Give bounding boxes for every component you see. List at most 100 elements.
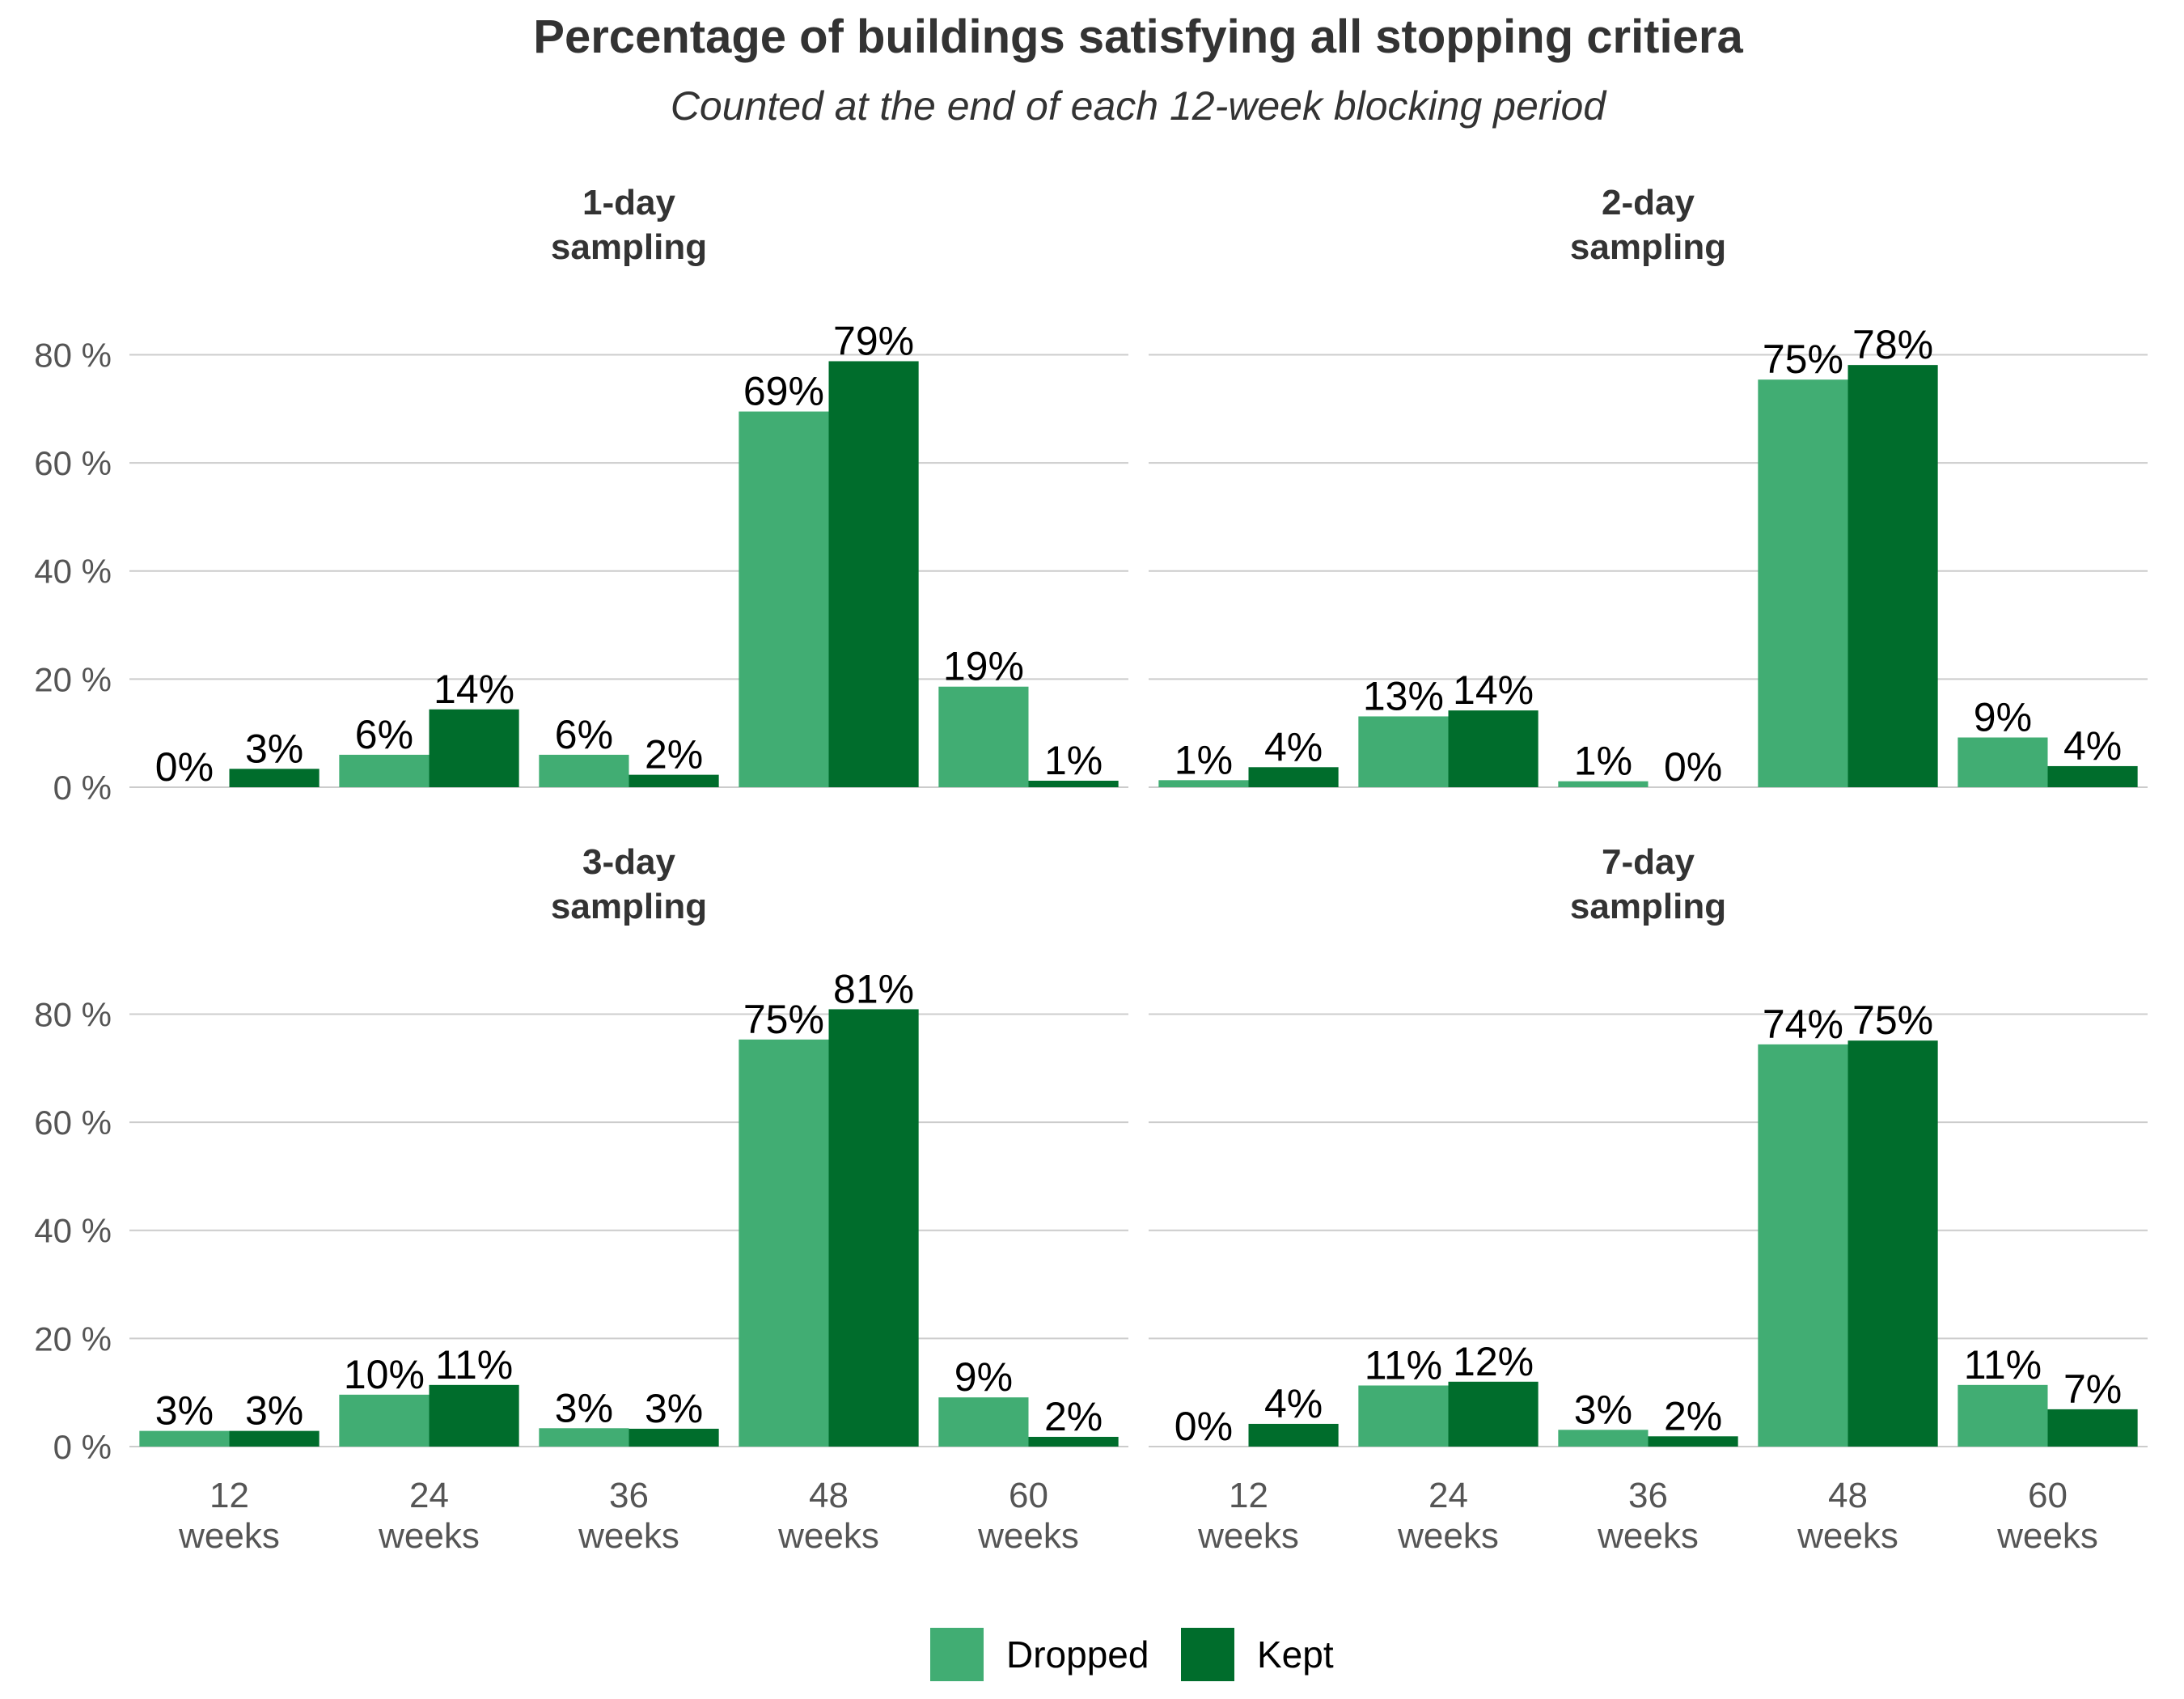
bar-kept — [2047, 765, 2138, 787]
data-label: 75% — [1763, 337, 1843, 382]
x-tick-label: weeks — [578, 1516, 679, 1556]
data-label: 69% — [743, 369, 824, 414]
bar-dropped — [1958, 737, 2048, 787]
strip-label: sampling — [1570, 227, 1726, 267]
y-tick-label: 80 % — [34, 995, 112, 1033]
strip-label: 1-day — [582, 183, 675, 222]
data-label: 3% — [245, 726, 303, 771]
strip-label: 7-day — [1602, 842, 1695, 882]
data-label: 11% — [1365, 1342, 1442, 1388]
bar-dropped — [1758, 1044, 1848, 1447]
bar-kept — [429, 1384, 519, 1447]
data-label: 0% — [155, 744, 214, 790]
bar-dropped — [539, 1428, 629, 1447]
data-label: 7% — [2063, 1366, 2122, 1412]
data-label: 1% — [1044, 738, 1103, 783]
bar-kept — [1848, 1040, 1938, 1447]
legend-label: Kept — [1257, 1633, 1334, 1676]
y-tick-label: 0 % — [53, 769, 112, 807]
x-tick-label: weeks — [1397, 1516, 1499, 1556]
data-label: 9% — [954, 1354, 1013, 1400]
strip-label: 3-day — [582, 842, 675, 882]
x-tick-label: 60 — [2028, 1476, 2068, 1515]
bar-kept — [1248, 1423, 1339, 1447]
bar-dropped — [1558, 781, 1649, 787]
data-label: 3% — [1574, 1387, 1632, 1432]
x-tick-label: 12 — [1229, 1476, 1268, 1515]
y-tick-label: 60 % — [34, 1104, 112, 1142]
data-label: 11% — [435, 1342, 513, 1388]
data-label: 0% — [1175, 1404, 1233, 1449]
bar-dropped — [339, 754, 430, 787]
bar-dropped — [1758, 379, 1848, 787]
data-label: 10% — [344, 1352, 425, 1397]
legend-item-dropped: Dropped — [930, 1628, 1149, 1681]
facet-panels: 1-day sampling 0 % 20 % 40 % 60 % 80 % 0% 6% 6% 69… — [34, 183, 2148, 1556]
strip-label: 2-day — [1602, 183, 1695, 222]
x-tick-label: weeks — [178, 1516, 280, 1556]
chart-subtitle: Counted at the end of each 12-week block… — [671, 83, 1608, 129]
data-label: 79% — [833, 318, 914, 363]
x-tick-label: weeks — [1597, 1516, 1699, 1556]
bar-dropped — [1958, 1384, 2048, 1447]
data-label: 3% — [555, 1385, 613, 1430]
y-tick-label: 0 % — [53, 1428, 112, 1466]
bar-kept — [1248, 767, 1339, 787]
data-label: 81% — [833, 966, 914, 1011]
bar-kept — [828, 1009, 919, 1447]
bar-kept — [1028, 780, 1119, 787]
data-label: 14% — [1453, 667, 1534, 713]
y-tick-label: 60 % — [34, 444, 112, 482]
x-tick-label: weeks — [977, 1516, 1079, 1556]
x-tick-label: 24 — [409, 1476, 449, 1515]
data-label: 2% — [1044, 1394, 1103, 1439]
data-label: 4% — [1264, 724, 1323, 769]
bar-dropped — [938, 1397, 1029, 1447]
data-label: 74% — [1763, 1002, 1843, 1047]
data-label: 4% — [1264, 1381, 1323, 1426]
bar-dropped — [539, 754, 629, 787]
bar-kept — [1448, 710, 1539, 787]
legend-label: Dropped — [1006, 1633, 1149, 1676]
data-label: 75% — [743, 997, 824, 1042]
y-tick-label: 80 % — [34, 336, 112, 374]
bar-dropped — [1158, 780, 1249, 787]
data-label: 1% — [1574, 739, 1632, 784]
y-tick-label: 20 % — [34, 1320, 112, 1358]
bar-dropped — [739, 1039, 829, 1447]
bar-dropped — [339, 1394, 430, 1447]
bar-kept — [1028, 1436, 1119, 1447]
data-label: 4% — [2063, 723, 2122, 769]
bar-dropped — [739, 411, 829, 787]
bar-dropped — [1558, 1430, 1649, 1447]
bar-kept — [828, 361, 919, 787]
data-label: 13% — [1363, 673, 1444, 718]
bar-dropped — [1358, 716, 1449, 787]
facet-panel: 1-day sampling 0 % 20 % 40 % 60 % 80 % 0% 6% 6% 69… — [34, 183, 1128, 807]
x-tick-label: 60 — [1009, 1476, 1048, 1515]
bar-kept — [629, 1428, 719, 1447]
data-label: 12% — [1453, 1339, 1534, 1384]
legend: Dropped Kept — [930, 1628, 1334, 1681]
strip-label: sampling — [551, 227, 707, 267]
data-label: 14% — [434, 667, 514, 712]
bar-kept — [1648, 1436, 1738, 1447]
bar-dropped — [938, 686, 1029, 787]
data-label: 75% — [1852, 998, 1933, 1043]
x-tick-label: 48 — [809, 1476, 849, 1515]
y-tick-label: 40 % — [34, 1212, 112, 1250]
bar-kept — [429, 709, 519, 787]
y-tick-label: 20 % — [34, 660, 112, 698]
x-tick-label: weeks — [1996, 1516, 2098, 1556]
legend-swatch — [930, 1628, 984, 1681]
bar-kept — [229, 769, 320, 787]
x-tick-label: 24 — [1428, 1476, 1468, 1515]
data-label: 2% — [1664, 1393, 1722, 1438]
data-label: 6% — [555, 712, 613, 757]
bar-kept — [229, 1430, 320, 1447]
bar-kept — [1448, 1381, 1539, 1447]
facet-panel: 2-day sampling 1% 13% 1% 75% 9% 4% 14% 0% 78% 4% — [1149, 183, 2148, 790]
facet-panel: 7-day sampling 0% 11% 3% 74% 11% 4% 12% 2% 75% 7% 12… — [1149, 842, 2148, 1556]
bar-dropped — [139, 1430, 230, 1447]
